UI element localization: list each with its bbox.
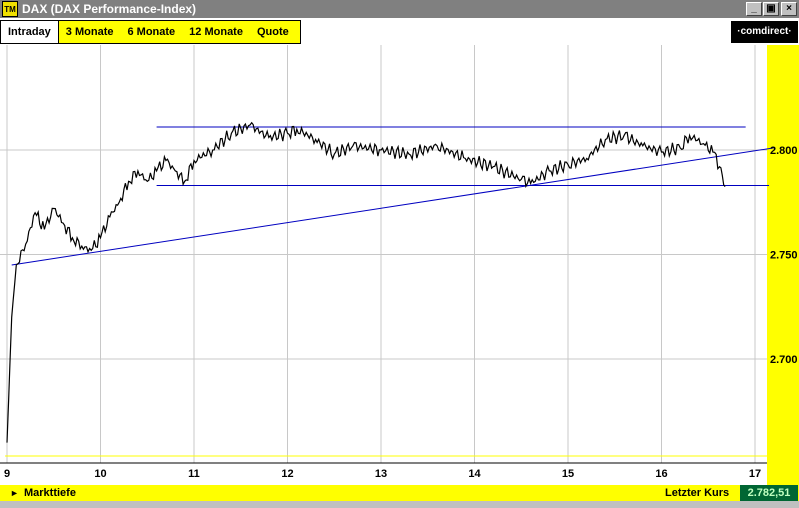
y-axis-panel (767, 45, 799, 485)
x-tick-12: 12 (281, 468, 293, 480)
markttiefe-link[interactable]: Markttiefe (24, 487, 76, 499)
price-line (6, 121, 726, 443)
trendlines (11, 126, 774, 266)
tab-bar: Intraday 3 Monate 6 Monate 12 Monate Quo… (0, 18, 799, 45)
x-tick-10: 10 (94, 468, 106, 480)
letzter-kurs-label: Letzter Kurs (665, 487, 730, 499)
tab-group: Intraday 3 Monate 6 Monate 12 Monate Quo… (0, 20, 301, 44)
x-tick-9: 9 (4, 468, 10, 480)
x-tick-15: 15 (562, 468, 574, 480)
comdirect-logo: ·comdirect· (731, 21, 798, 43)
tab-intraday[interactable]: Intraday (1, 21, 59, 43)
tab-12-monate[interactable]: 12 Monate (189, 26, 243, 38)
y-tick-2700: 2.700 (770, 354, 798, 366)
minimize-button[interactable]: _ (746, 2, 762, 16)
y-tick-2750: 2.750 (770, 250, 798, 262)
window-title: DAX (DAX Performance-Index) (22, 2, 197, 16)
status-bar: ► Markttiefe Letzter Kurs 2.782,51 (0, 485, 799, 501)
expand-arrow-icon[interactable]: ► (10, 488, 19, 498)
close-button[interactable]: × (781, 2, 797, 16)
y-axis-labels: 2.700 2.750 2.800 (770, 145, 798, 366)
tab-6-monate[interactable]: 6 Monate (127, 26, 176, 38)
letzter-kurs-value: 2.782,51 (740, 485, 798, 501)
tab-quote[interactable]: Quote (256, 26, 289, 38)
x-tick-13: 13 (375, 468, 387, 480)
app-icon: TM (2, 1, 18, 17)
grid (0, 45, 767, 463)
x-tick-17: 17 (749, 468, 761, 480)
tab-3-monate[interactable]: 3 Monate (65, 26, 114, 38)
trendline-0 (11, 147, 774, 266)
x-tick-14: 14 (468, 468, 481, 480)
y-tick-2800: 2.800 (770, 145, 798, 157)
x-tick-16: 16 (655, 468, 667, 480)
title-bar: TM DAX (DAX Performance-Index) _ ▣ × (0, 0, 799, 18)
x-axis-labels: 9 10 11 12 13 14 15 16 17 (4, 468, 761, 480)
x-tick-11: 11 (188, 468, 200, 480)
maximize-button[interactable]: ▣ (763, 2, 779, 16)
intraday-chart: 9 10 11 12 13 14 15 16 17 2.700 2.750 2.800 (0, 45, 799, 485)
